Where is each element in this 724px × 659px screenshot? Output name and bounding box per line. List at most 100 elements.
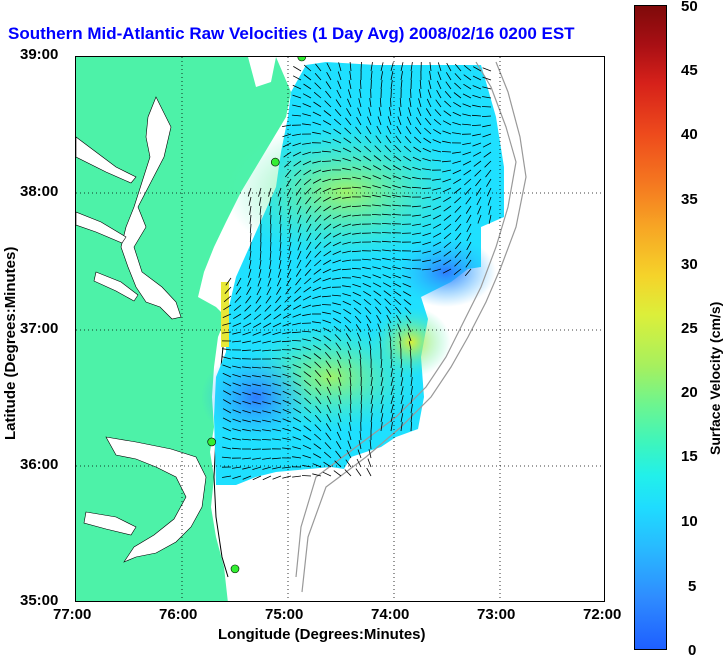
velocity-vector bbox=[475, 187, 482, 196]
velocity-vector bbox=[303, 74, 312, 81]
velocity-vector bbox=[352, 276, 362, 279]
velocity-vector bbox=[297, 241, 302, 251]
velocity-vector bbox=[374, 298, 382, 306]
velocity-vector bbox=[443, 214, 452, 221]
velocity-vector bbox=[262, 331, 272, 336]
velocity-vector bbox=[342, 147, 352, 153]
velocity-vector bbox=[306, 232, 312, 241]
velocity-vector bbox=[432, 223, 442, 229]
velocity-vector bbox=[426, 98, 432, 108]
velocity-vector bbox=[293, 417, 302, 423]
velocity-vector bbox=[333, 318, 342, 324]
velocity-vector bbox=[266, 286, 272, 296]
velocity-vector bbox=[381, 232, 392, 234]
velocity-vector bbox=[295, 268, 302, 277]
velocity-vector bbox=[442, 169, 452, 173]
velocity-vector bbox=[222, 417, 232, 423]
velocity-vector bbox=[393, 155, 402, 162]
velocity-vector bbox=[323, 259, 332, 265]
velocity-vector bbox=[292, 104, 302, 108]
velocity-vector bbox=[382, 282, 392, 288]
velocity-vector bbox=[297, 223, 302, 233]
velocity-vector bbox=[442, 140, 452, 144]
velocity-vector bbox=[342, 223, 352, 227]
velocity-vector bbox=[360, 79, 362, 90]
velocity-vector bbox=[314, 361, 322, 369]
velocity-vector bbox=[348, 359, 352, 369]
velocity-vector bbox=[267, 277, 272, 287]
velocity-vector bbox=[432, 196, 442, 201]
velocity-vector bbox=[410, 404, 413, 414]
velocity-vector bbox=[349, 377, 352, 387]
velocity-vector bbox=[376, 125, 382, 135]
velocity-vector bbox=[242, 392, 252, 396]
velocity-vector bbox=[419, 89, 422, 99]
velocity-vector bbox=[399, 341, 402, 351]
velocity-vector bbox=[343, 308, 352, 315]
velocity-vector bbox=[276, 286, 282, 295]
velocity-vector bbox=[392, 266, 402, 270]
velocity-vector bbox=[378, 332, 382, 342]
velocity-vector bbox=[406, 323, 412, 333]
velocity-vector bbox=[411, 268, 422, 270]
velocity-vector bbox=[304, 268, 312, 276]
velocity-vector bbox=[284, 160, 292, 168]
velocity-vector bbox=[351, 205, 362, 207]
velocity-vector bbox=[382, 175, 392, 180]
velocity-vector bbox=[356, 117, 362, 126]
velocity-vector bbox=[304, 388, 312, 396]
velocity-vector bbox=[392, 274, 402, 279]
velocity-vector bbox=[323, 120, 332, 126]
velocity-vector bbox=[251, 366, 262, 369]
velocity-vector bbox=[466, 241, 472, 251]
velocity-vector bbox=[286, 187, 292, 197]
velocity-vector bbox=[302, 354, 312, 360]
velocity-vector bbox=[231, 447, 242, 450]
velocity-vector bbox=[462, 160, 472, 166]
velocity-vector bbox=[269, 250, 272, 260]
velocity-vector bbox=[336, 89, 342, 99]
velocity-vector bbox=[222, 436, 232, 441]
velocity-vector bbox=[436, 90, 442, 99]
velocity-vector bbox=[326, 413, 332, 423]
velocity-vector bbox=[272, 322, 282, 328]
bathymetry-contour-2 bbox=[301, 61, 527, 593]
velocity-vector bbox=[432, 214, 442, 220]
colorbar-tick: 15 bbox=[681, 448, 698, 465]
velocity-vector bbox=[292, 322, 302, 326]
velocity-vector bbox=[323, 461, 332, 468]
velocity-vector bbox=[370, 377, 373, 387]
velocity-vector bbox=[302, 304, 312, 309]
velocity-vector bbox=[411, 250, 422, 253]
velocity-vector bbox=[302, 93, 312, 99]
velocity-vector bbox=[400, 80, 403, 90]
velocity-vector bbox=[292, 94, 302, 99]
velocity-vector bbox=[454, 214, 462, 223]
velocity-vector bbox=[322, 130, 332, 135]
velocity-vector bbox=[400, 62, 404, 72]
colorbar-tick: 50 bbox=[681, 0, 698, 15]
velocity-vector bbox=[343, 316, 352, 324]
velocity-vector bbox=[282, 382, 292, 387]
velocity-vector bbox=[282, 466, 292, 469]
velocity-vector bbox=[488, 205, 492, 215]
velocity-vector bbox=[390, 80, 393, 90]
velocity-vector bbox=[242, 419, 252, 423]
velocity-vector bbox=[409, 98, 412, 108]
velocity-vector bbox=[272, 419, 282, 423]
velocity-vector bbox=[412, 223, 422, 226]
velocity-vector bbox=[248, 268, 252, 278]
velocity-vector bbox=[233, 304, 242, 312]
velocity-vector bbox=[482, 133, 492, 138]
velocity-vector bbox=[362, 283, 372, 288]
velocity-vector bbox=[268, 187, 272, 197]
velocity-vector bbox=[262, 466, 272, 470]
velocity-vector bbox=[305, 250, 312, 259]
velocity-vector bbox=[314, 82, 322, 90]
velocity-vector bbox=[356, 458, 362, 468]
velocity-vector bbox=[321, 160, 332, 162]
velocity-vector bbox=[288, 223, 292, 233]
velocity-vector bbox=[282, 331, 292, 335]
velocity-vector bbox=[258, 196, 262, 206]
velocity-vector bbox=[399, 97, 402, 108]
